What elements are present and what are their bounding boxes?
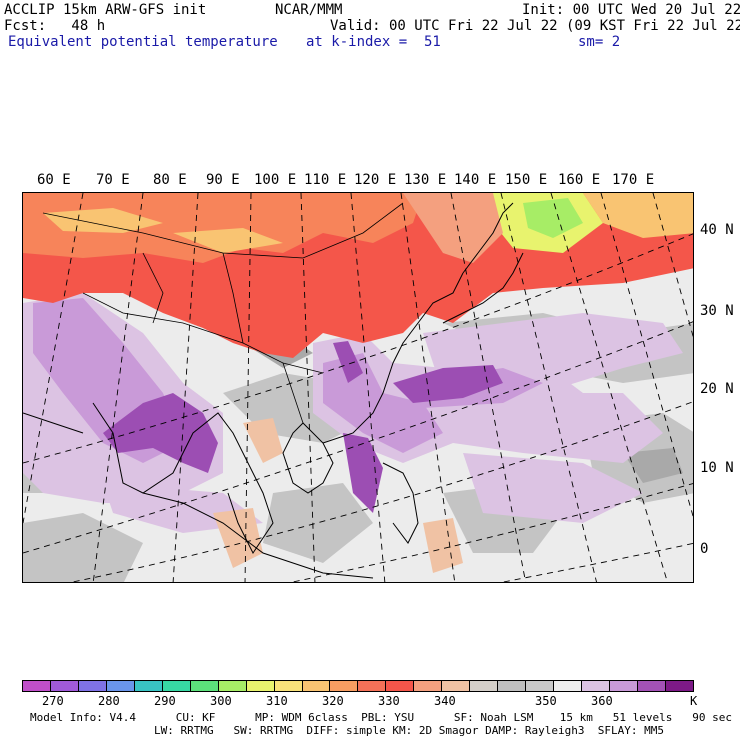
colorbar-swatch bbox=[386, 681, 415, 691]
colorbar-tick: 300 bbox=[210, 694, 232, 708]
colorbar-swatch bbox=[162, 681, 191, 691]
smoothing-label: sm= 2 bbox=[578, 34, 621, 50]
colorbar-swatch bbox=[302, 681, 331, 691]
lat-label: 0 bbox=[700, 541, 709, 557]
init-time: Init: 00 UTC Wed 20 Jul 22 bbox=[522, 2, 740, 18]
map-field-svg bbox=[23, 193, 693, 582]
colorbar-swatch bbox=[470, 681, 499, 691]
graticule bbox=[23, 193, 693, 582]
lon-label: 150 E bbox=[505, 172, 548, 188]
colorbar-swatch bbox=[665, 681, 693, 691]
colorbar-unit: K bbox=[690, 694, 698, 708]
colorbar-swatch bbox=[498, 681, 527, 691]
lat-label: 30 N bbox=[700, 303, 734, 319]
continental-orange-area bbox=[23, 193, 423, 263]
level-index: at k-index = 51 bbox=[306, 34, 441, 50]
lon-label: 130 E bbox=[404, 172, 447, 188]
colorbar-swatch bbox=[246, 681, 275, 691]
forecast-hour: Fcst: 48 h bbox=[4, 18, 106, 34]
lon-label: 100 E bbox=[254, 172, 297, 188]
valid-time: Valid: 00 UTC Fri 22 Jul 22 (09 KST Fri … bbox=[330, 18, 740, 34]
lon-label: 110 E bbox=[304, 172, 347, 188]
lat-label: 20 N bbox=[700, 381, 734, 397]
yellow-orange-streaks bbox=[43, 193, 693, 253]
colorbar-swatch bbox=[637, 681, 666, 691]
colorbar-swatch bbox=[218, 681, 247, 691]
colorbar-tick: 310 bbox=[266, 694, 288, 708]
colorbar bbox=[22, 680, 694, 692]
lon-label: 140 E bbox=[454, 172, 497, 188]
colorbar-swatch bbox=[526, 681, 555, 691]
colorbar-tick: 280 bbox=[98, 694, 120, 708]
colorbar-swatch bbox=[442, 681, 471, 691]
theta-e-map bbox=[22, 192, 694, 583]
colorbar-swatch bbox=[610, 681, 638, 691]
salmon-area bbox=[403, 193, 503, 263]
lon-label: 90 E bbox=[206, 172, 240, 188]
colorbar-swatch bbox=[330, 681, 359, 691]
institution-label: NCAR/MMM bbox=[275, 2, 343, 18]
colorbar-tick: 340 bbox=[434, 694, 456, 708]
colorbar-swatch bbox=[274, 681, 303, 691]
coastlines bbox=[23, 202, 524, 579]
lon-label: 170 E bbox=[612, 172, 655, 188]
colorbar-swatch bbox=[134, 681, 163, 691]
colorbar-tick: 330 bbox=[378, 694, 400, 708]
peach-patches bbox=[213, 418, 463, 573]
run-title: ACCLIP 15km ARW-GFS init bbox=[4, 2, 207, 18]
colorbar-swatch bbox=[78, 681, 107, 691]
model-info: Model Info: V4.4 CU: KF MP: WDM 6class P… bbox=[30, 711, 732, 724]
colorbar-swatch bbox=[50, 681, 79, 691]
colorbar-tick: 270 bbox=[42, 694, 64, 708]
low-theta-green-area bbox=[523, 198, 583, 238]
borders bbox=[42, 202, 404, 424]
colorbar-swatch bbox=[23, 681, 51, 691]
lon-label: 80 E bbox=[153, 172, 187, 188]
colorbar-tick: 360 bbox=[591, 694, 613, 708]
lon-label: 70 E bbox=[96, 172, 130, 188]
lon-label: 60 E bbox=[37, 172, 71, 188]
physics-info: LW: RRTMG SW: RRTMG DIFF: simple KM: 2D … bbox=[154, 724, 664, 737]
lon-label: 120 E bbox=[354, 172, 397, 188]
colorbar-swatch bbox=[358, 681, 387, 691]
colorbar-tick: 290 bbox=[154, 694, 176, 708]
colorbar-swatch bbox=[190, 681, 219, 691]
lon-label: 160 E bbox=[558, 172, 601, 188]
colorbar-swatch bbox=[414, 681, 443, 691]
colorbar-tick: 350 bbox=[535, 694, 557, 708]
colorbar-tick: 320 bbox=[322, 694, 344, 708]
colorbar-swatch bbox=[582, 681, 611, 691]
colorbar-swatch bbox=[554, 681, 583, 691]
field-name: Equivalent potential temperature bbox=[8, 34, 278, 50]
dark-purple-areas bbox=[103, 341, 503, 513]
colorbar-swatch bbox=[106, 681, 135, 691]
lat-label: 40 N bbox=[700, 222, 734, 238]
lat-label: 10 N bbox=[700, 460, 734, 476]
